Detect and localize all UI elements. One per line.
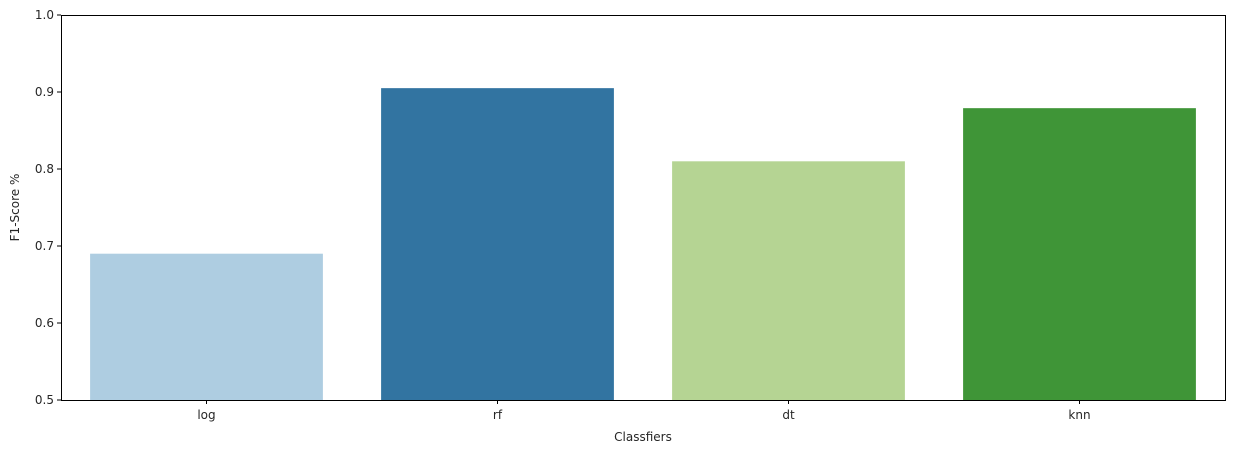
y-tick-label: 0.5 (35, 393, 54, 407)
bar-rf (381, 88, 614, 401)
x-tick-label-rf: rf (493, 408, 503, 422)
x-axis-ticks: log rf dt knn (197, 400, 1091, 422)
x-tick-label-dt: dt (782, 408, 795, 422)
y-axis-ticks: 0.5 0.6 0.7 0.8 0.9 1.0 (35, 8, 61, 407)
bar-knn (963, 108, 1196, 401)
x-tick-label-knn: knn (1068, 408, 1090, 422)
y-tick-label: 0.9 (35, 85, 54, 99)
y-tick-label: 0.6 (35, 316, 54, 330)
bars-group (90, 88, 1196, 401)
plot-frame (61, 15, 1226, 401)
bar-log (90, 253, 323, 400)
x-axis-label: Classfiers (614, 430, 672, 444)
y-tick-label: 1.0 (35, 8, 54, 22)
x-tick-label-log: log (197, 408, 215, 422)
bar-dt (672, 161, 905, 400)
y-tick-label: 0.7 (35, 239, 54, 253)
y-tick-label: 0.8 (35, 162, 54, 176)
y-axis-label: F1-Score % (8, 174, 22, 242)
